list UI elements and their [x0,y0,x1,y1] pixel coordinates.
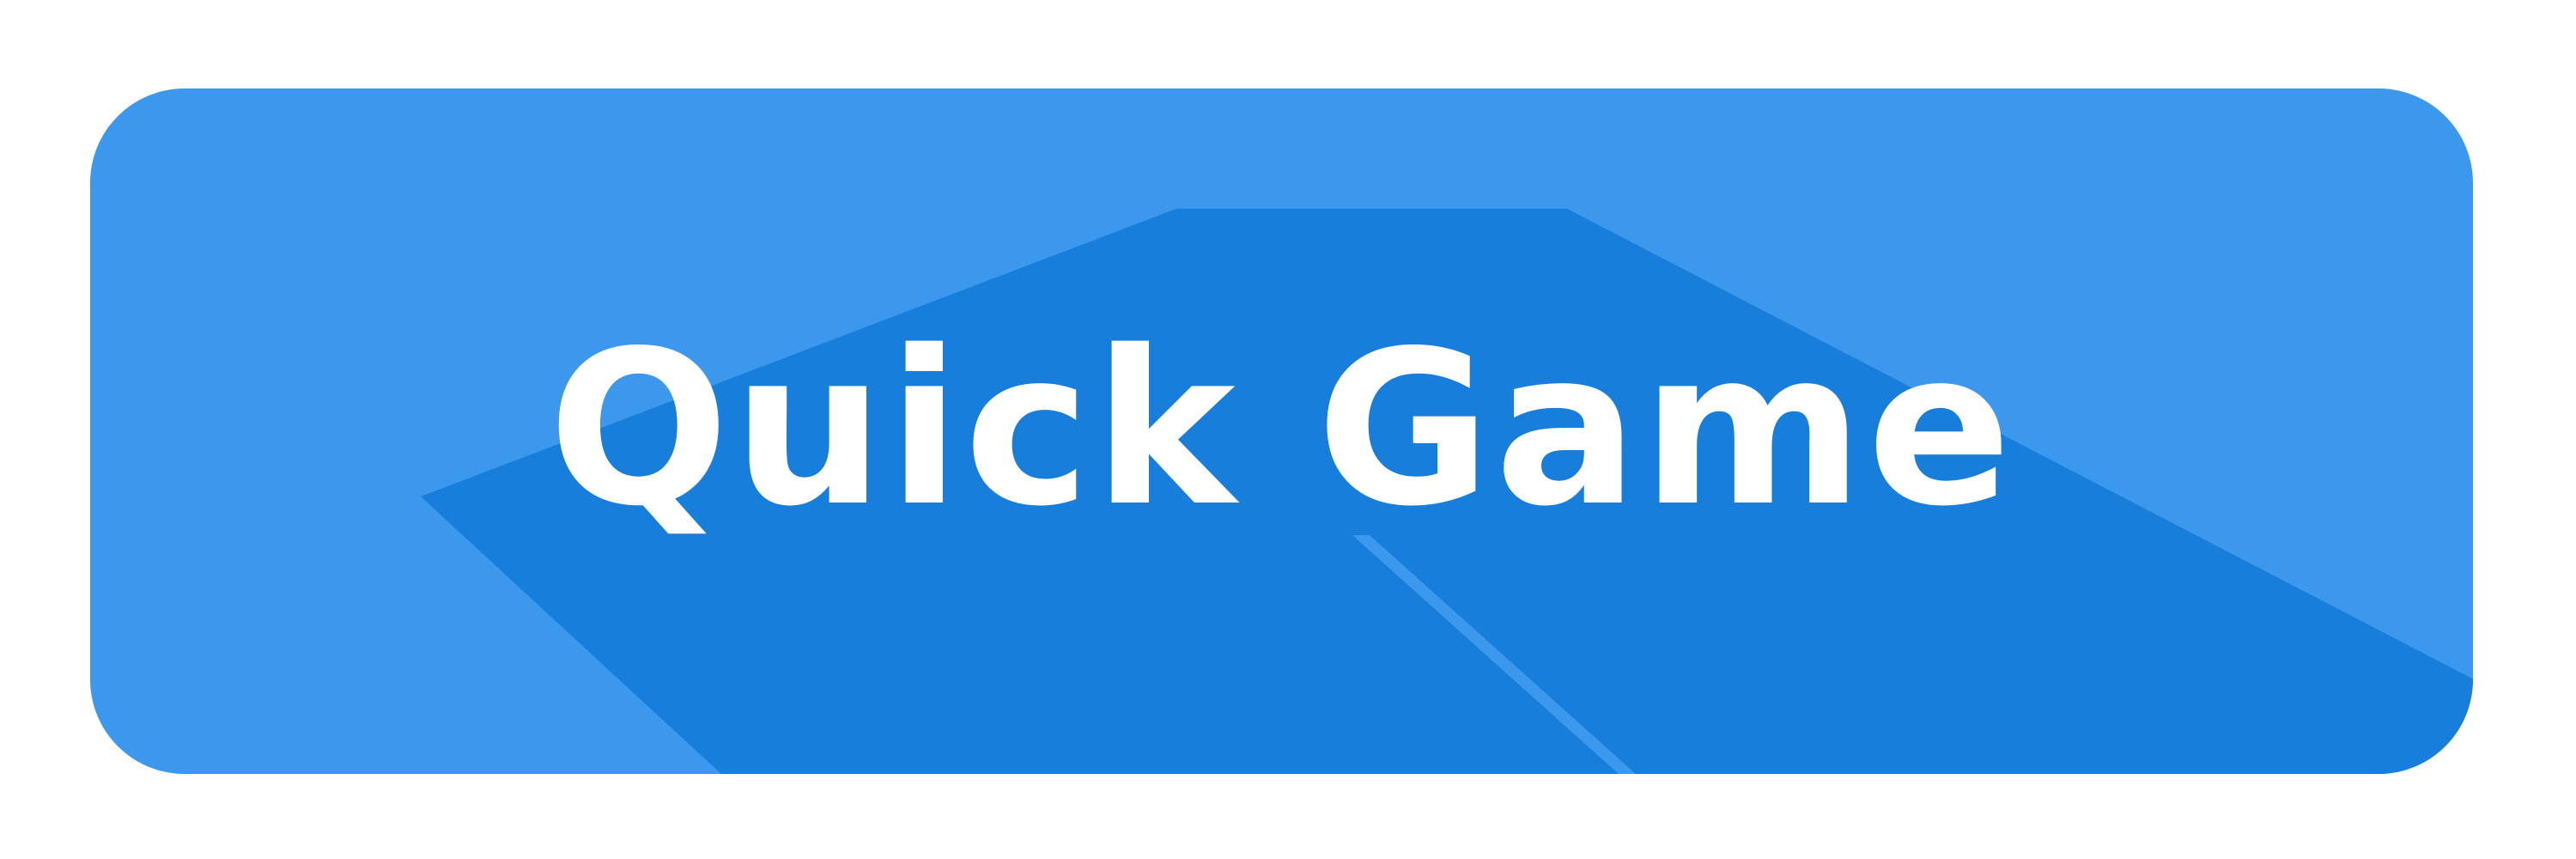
long-shadow [421,209,2473,774]
long-shadow-gap [1352,535,1636,774]
quick-game-button[interactable]: Quick Game [90,88,2473,774]
button-background [90,88,2473,774]
